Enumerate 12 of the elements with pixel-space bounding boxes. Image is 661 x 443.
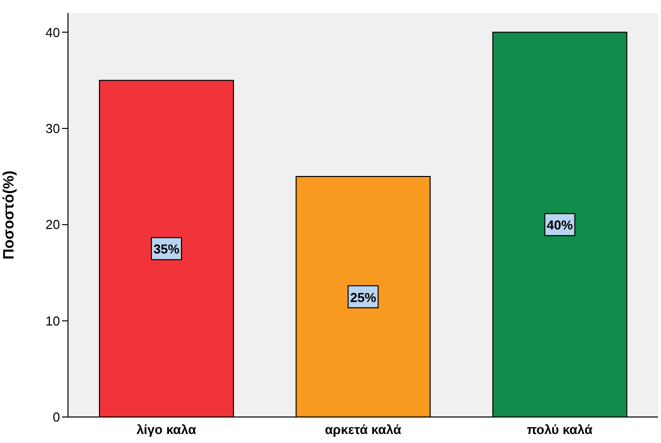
y-tick-label: 20 xyxy=(46,217,60,232)
data-label: 25% xyxy=(350,290,377,305)
data-label: 35% xyxy=(153,242,180,257)
y-tick-label: 10 xyxy=(46,313,60,328)
x-tick-label: πολύ καλά xyxy=(526,422,592,438)
y-tick-label: 0 xyxy=(52,410,60,425)
y-tick-label: 30 xyxy=(46,121,60,136)
x-tick-label: αρκετά καλά xyxy=(324,422,402,438)
y-tick-label: 40 xyxy=(46,24,60,40)
y-axis-title: Ποσοστό(%) xyxy=(0,170,18,260)
data-label: 40% xyxy=(546,218,574,233)
x-tick-label: λίγο καλα xyxy=(136,422,196,438)
